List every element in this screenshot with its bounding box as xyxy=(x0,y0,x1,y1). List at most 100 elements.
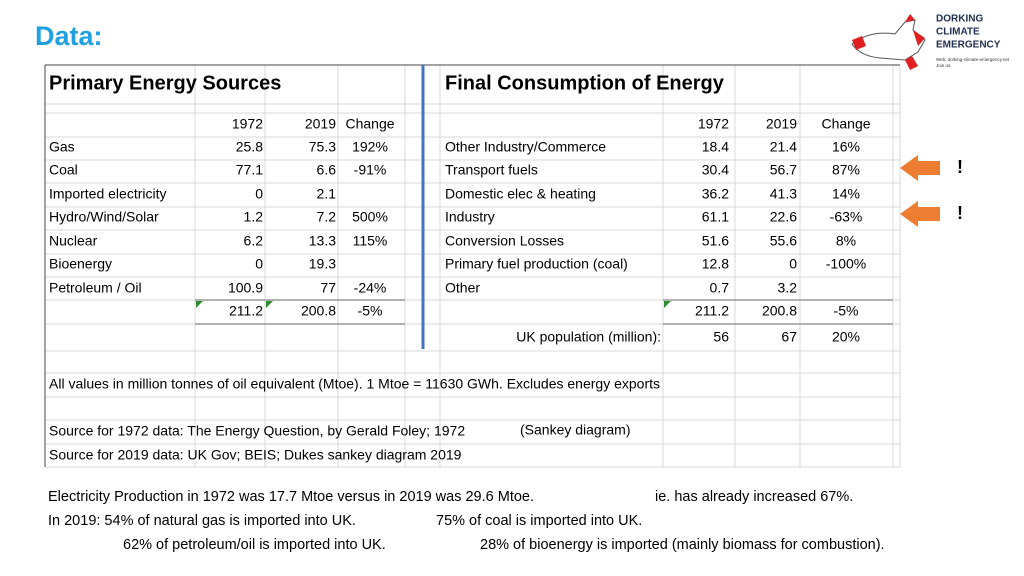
cell-value: 19.3 xyxy=(309,256,336,272)
source-aside: (Sankey diagram) xyxy=(520,422,631,438)
cell-value: 14% xyxy=(832,186,860,202)
cell-value: -24% xyxy=(354,280,387,296)
cell-value: 22.6 xyxy=(770,209,797,225)
column-header: 2019 xyxy=(766,116,797,132)
cell-value: 77.1 xyxy=(236,162,263,178)
row-label: Domestic elec & heating xyxy=(445,186,596,202)
arrow xyxy=(900,201,940,227)
row-label: Gas xyxy=(49,139,75,155)
logo-name: DORKING xyxy=(936,14,983,25)
row-label: Transport fuels xyxy=(445,162,538,178)
footer-text: ie. has already increased 67%. xyxy=(655,489,853,505)
cell-value: 8% xyxy=(836,233,856,249)
table-title: Primary Energy Sources xyxy=(49,72,281,94)
cell-value: -100% xyxy=(826,256,866,272)
column-header: 2019 xyxy=(305,116,336,132)
cell-value: 25.8 xyxy=(236,139,263,155)
cell-value: 100.9 xyxy=(228,280,263,296)
footer-text: 62% of petroleum/oil is imported into UK… xyxy=(123,537,386,553)
cell-value: 56 xyxy=(713,329,729,345)
arrow xyxy=(900,155,940,181)
cell-value: 41.3 xyxy=(770,186,797,202)
row-label: Hydro/Wind/Solar xyxy=(49,209,159,225)
row-label: Petroleum / Oil xyxy=(49,280,142,296)
row-label: Other xyxy=(445,280,480,296)
row-label: Coal xyxy=(49,162,78,178)
row-label: UK population (million): xyxy=(516,329,661,345)
cell-value: 2.1 xyxy=(317,186,337,202)
cell-value: 21.4 xyxy=(770,139,797,155)
table-title: Final Consumption of Energy xyxy=(445,72,725,94)
cell-value: 6.2 xyxy=(244,233,264,249)
row-label: Primary fuel production (coal) xyxy=(445,256,628,272)
logo: DORKING CLIMATE EMERGENCY Web: dorking-clim… xyxy=(843,4,1020,72)
column-header: Change xyxy=(821,116,870,132)
logo-flame xyxy=(852,14,925,50)
cell-value: 67 xyxy=(781,329,797,345)
cell-marker xyxy=(266,301,273,308)
logo-name: CLIMATE xyxy=(936,27,980,38)
cell-value: 20% xyxy=(832,329,860,345)
footer-text: Electricity Production in 1972 was 17.7 … xyxy=(48,489,534,505)
cell-value: 500% xyxy=(352,209,388,225)
footer: Electricity Production in 1972 was 17.7 … xyxy=(48,489,885,553)
cell-value: 77 xyxy=(320,280,336,296)
cell-value: 0 xyxy=(255,256,263,272)
cell-value: 211.2 xyxy=(229,303,263,319)
cell-value: -91% xyxy=(354,162,387,178)
cell-value: 16% xyxy=(832,139,860,155)
column-header: Change xyxy=(345,116,394,132)
alert-mark: ! xyxy=(957,203,963,223)
cell-value: 51.6 xyxy=(702,233,729,249)
cell-value: 61.1 xyxy=(702,209,729,225)
source: Source for 2019 data: UK Gov; BEIS; Duke… xyxy=(49,447,462,463)
row-label: Industry xyxy=(445,209,495,225)
cell-value: 36.2 xyxy=(702,186,729,202)
cell-value: 55.6 xyxy=(770,233,797,249)
spreadsheet: Primary Energy Sources 1972 2019 Change Gas 2… xyxy=(44,64,901,468)
cell-value: 3.2 xyxy=(778,280,798,296)
slide-title: Data: xyxy=(35,21,103,51)
row-label: Nuclear xyxy=(49,233,98,249)
cell-value: 30.4 xyxy=(702,162,729,178)
cell-marker xyxy=(196,301,203,308)
cell-value: 0 xyxy=(789,256,797,272)
row-label: Other Industry/Commerce xyxy=(445,139,606,155)
cell-value: -63% xyxy=(830,209,863,225)
note: All values in million tonnes of oil equi… xyxy=(49,376,660,392)
cell-value: 18.4 xyxy=(702,139,729,155)
cell-value: 200.8 xyxy=(301,303,336,319)
logo-name: EMERGENCY xyxy=(936,40,1001,51)
alert-arrows: ! ! xyxy=(900,155,963,227)
cell-value: 87% xyxy=(832,162,860,178)
cell-value: 200.8 xyxy=(762,303,797,319)
cell-value: 6.6 xyxy=(317,162,337,178)
cell-value: 1.2 xyxy=(244,209,264,225)
source: Source for 1972 data: The Energy Questio… xyxy=(49,423,465,439)
cell-value: 56.7 xyxy=(770,162,797,178)
cell-value: -5% xyxy=(834,303,859,319)
cell-value: -5% xyxy=(358,303,383,319)
row-label: Conversion Losses xyxy=(445,233,564,249)
cell-value: 75.3 xyxy=(309,139,336,155)
footer-text: 28% of bioenergy is imported (mainly bio… xyxy=(480,537,885,553)
row-label: Imported electricity xyxy=(49,186,166,202)
cell-value: 0.7 xyxy=(710,280,730,296)
cell-value: 7.2 xyxy=(317,209,337,225)
cell-marker xyxy=(664,301,671,308)
logo-flame xyxy=(905,56,918,70)
alert-mark: ! xyxy=(957,157,963,177)
cell-value: 211.2 xyxy=(695,303,729,319)
logo-caption: Join us. xyxy=(936,63,952,68)
column-header: 1972 xyxy=(232,116,263,132)
logo-caption: Web: dorking-climate-emergency.net xyxy=(936,57,1010,62)
column-header: 1972 xyxy=(698,116,729,132)
cell-value: 12.8 xyxy=(702,256,729,272)
footer-text: In 2019: 54% of natural gas is imported … xyxy=(48,513,356,529)
cell-value: 115% xyxy=(353,233,388,249)
cell-value: 192% xyxy=(352,139,388,155)
cell-value: 13.3 xyxy=(309,233,336,249)
row-label: Bioenergy xyxy=(49,256,112,272)
footer-text: 75% of coal is imported into UK. xyxy=(436,513,642,529)
